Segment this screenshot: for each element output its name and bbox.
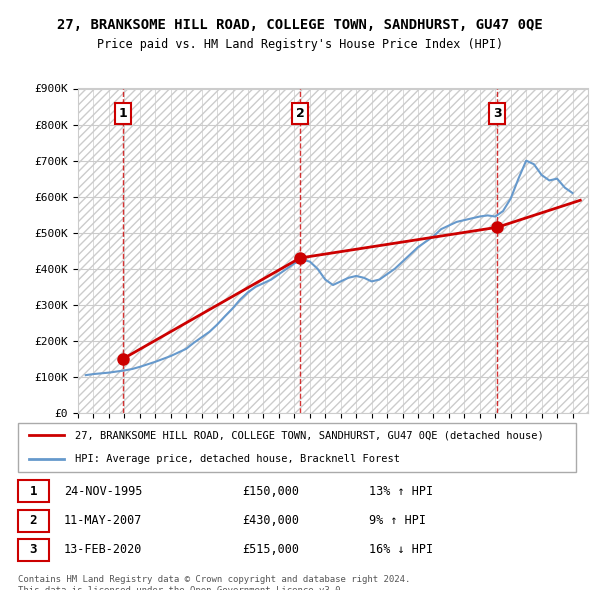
Text: 11-MAY-2007: 11-MAY-2007	[64, 514, 142, 527]
Text: £150,000: £150,000	[242, 485, 299, 498]
Text: 13% ↑ HPI: 13% ↑ HPI	[369, 485, 433, 498]
Text: £515,000: £515,000	[242, 543, 299, 556]
FancyBboxPatch shape	[18, 480, 49, 503]
FancyBboxPatch shape	[18, 510, 49, 532]
Text: 27, BRANKSOME HILL ROAD, COLLEGE TOWN, SANDHURST, GU47 0QE: 27, BRANKSOME HILL ROAD, COLLEGE TOWN, S…	[57, 18, 543, 32]
Text: 2: 2	[29, 514, 37, 527]
Text: 13-FEB-2020: 13-FEB-2020	[64, 543, 142, 556]
Text: 3: 3	[493, 107, 502, 120]
Text: Price paid vs. HM Land Registry's House Price Index (HPI): Price paid vs. HM Land Registry's House …	[97, 38, 503, 51]
FancyBboxPatch shape	[18, 539, 49, 561]
FancyBboxPatch shape	[18, 424, 577, 472]
Text: 9% ↑ HPI: 9% ↑ HPI	[369, 514, 426, 527]
Text: 1: 1	[118, 107, 127, 120]
Text: Contains HM Land Registry data © Crown copyright and database right 2024.
This d: Contains HM Land Registry data © Crown c…	[18, 575, 410, 590]
Text: £430,000: £430,000	[242, 514, 299, 527]
Text: 2: 2	[296, 107, 304, 120]
Text: 16% ↓ HPI: 16% ↓ HPI	[369, 543, 433, 556]
Text: 3: 3	[29, 543, 37, 556]
Text: HPI: Average price, detached house, Bracknell Forest: HPI: Average price, detached house, Brac…	[76, 454, 400, 464]
Text: 24-NOV-1995: 24-NOV-1995	[64, 485, 142, 498]
Text: 27, BRANKSOME HILL ROAD, COLLEGE TOWN, SANDHURST, GU47 0QE (detached house): 27, BRANKSOME HILL ROAD, COLLEGE TOWN, S…	[76, 430, 544, 440]
Text: 1: 1	[29, 485, 37, 498]
